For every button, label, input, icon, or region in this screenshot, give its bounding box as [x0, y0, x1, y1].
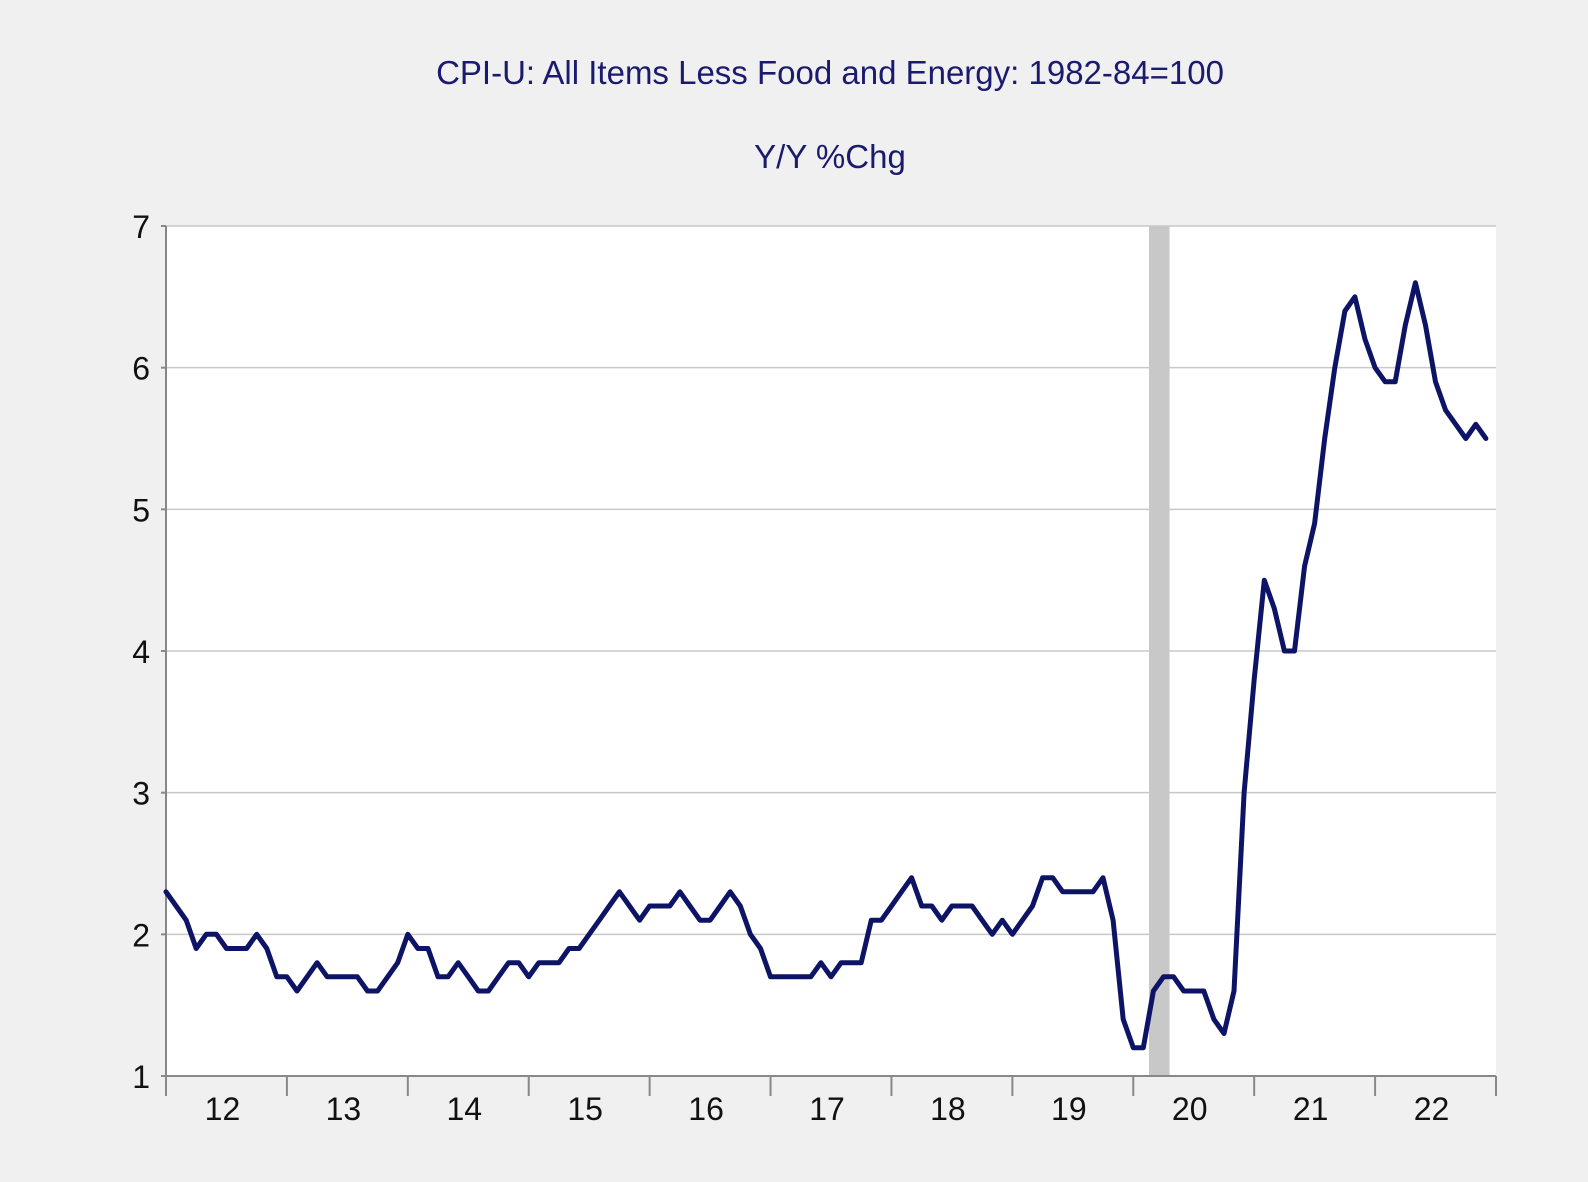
- y-tick-label: 5: [132, 492, 150, 528]
- x-tick-label: 16: [688, 1091, 724, 1127]
- x-tick-label: 21: [1293, 1091, 1329, 1127]
- y-tick-label: 2: [132, 917, 150, 953]
- x-tick-label: 13: [326, 1091, 362, 1127]
- y-tick-label: 1: [132, 1059, 150, 1095]
- y-tick-label: 6: [132, 351, 150, 387]
- x-tick-label: 17: [809, 1091, 845, 1127]
- x-tick-label: 18: [930, 1091, 966, 1127]
- chart-subtitle: Y/Y %Chg: [754, 138, 906, 175]
- y-tick-label: 4: [132, 634, 150, 670]
- x-tick-label: 14: [446, 1091, 482, 1127]
- chart-title: CPI-U: All Items Less Food and Energy: 1…: [436, 54, 1224, 91]
- x-tick-label: 15: [567, 1091, 603, 1127]
- series-line: [163, 280, 1489, 1051]
- y-tick-label: 3: [132, 776, 150, 812]
- y-tick-label: 7: [132, 209, 150, 245]
- x-tick-label: 22: [1414, 1091, 1450, 1127]
- x-tick-label: 12: [205, 1091, 241, 1127]
- x-tick-label: 19: [1051, 1091, 1087, 1127]
- x-tick-label: 20: [1172, 1091, 1208, 1127]
